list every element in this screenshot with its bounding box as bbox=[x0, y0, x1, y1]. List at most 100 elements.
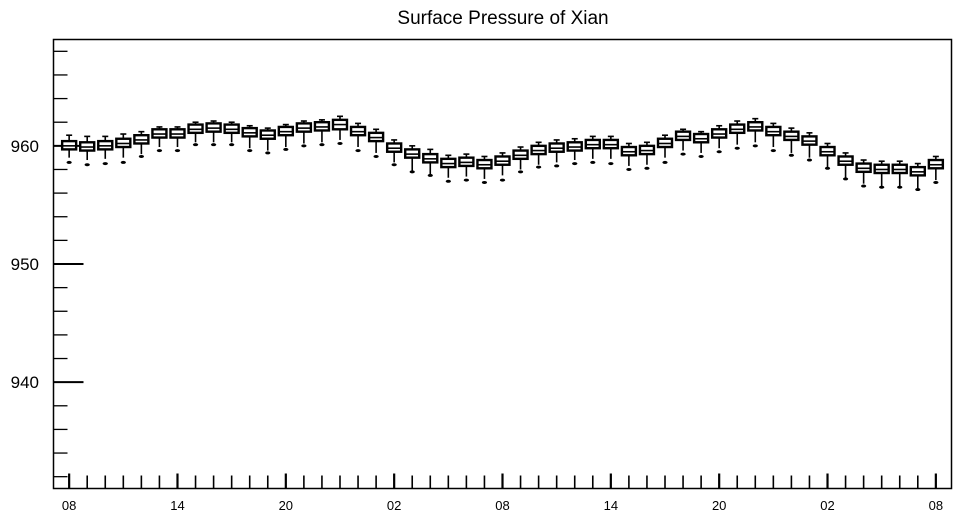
outlier-point bbox=[499, 178, 506, 182]
box-plot bbox=[855, 159, 872, 188]
box-plot bbox=[133, 130, 150, 158]
box-plot bbox=[422, 148, 439, 177]
x-tick-label: 20 bbox=[279, 498, 293, 513]
x-tick-label: 02 bbox=[820, 498, 834, 513]
outlier-point bbox=[156, 149, 163, 153]
outlier-point bbox=[319, 143, 325, 147]
box-plot bbox=[530, 141, 547, 169]
outlier-point bbox=[554, 164, 560, 168]
box-plot bbox=[223, 121, 240, 147]
box-plot bbox=[295, 120, 313, 148]
outlier-point bbox=[644, 166, 650, 170]
box-plot bbox=[169, 126, 186, 153]
x-tick-label: 08 bbox=[929, 498, 943, 513]
box-plot bbox=[566, 137, 583, 166]
outlier-point bbox=[355, 149, 361, 153]
box-plot bbox=[259, 127, 276, 155]
outlier-point bbox=[192, 143, 199, 147]
box-plot bbox=[548, 139, 565, 168]
x-tick-label: 14 bbox=[170, 498, 184, 513]
outlier-point bbox=[879, 185, 885, 189]
box-plot bbox=[151, 126, 168, 153]
x-tick-label: 20 bbox=[712, 498, 726, 513]
outlier-point bbox=[247, 149, 253, 153]
outlier-point bbox=[770, 149, 776, 153]
outlier-point bbox=[915, 188, 921, 192]
box-plot bbox=[801, 132, 818, 162]
outlier-point bbox=[174, 149, 181, 153]
box-plot bbox=[927, 155, 945, 184]
box-plot bbox=[60, 134, 78, 164]
outlier-point bbox=[229, 143, 235, 147]
outlier-point bbox=[662, 160, 668, 164]
box-plot bbox=[584, 135, 601, 164]
x-tick-label: 08 bbox=[495, 498, 509, 513]
box-plot bbox=[277, 123, 295, 151]
outlier-point bbox=[481, 180, 488, 184]
outlier-point bbox=[716, 150, 722, 154]
box-plot bbox=[115, 133, 132, 164]
outlier-point bbox=[409, 170, 415, 174]
box-plot bbox=[97, 135, 114, 166]
outlier-point bbox=[337, 141, 343, 145]
box-plot bbox=[819, 142, 836, 170]
outlier-point bbox=[391, 163, 397, 167]
box-plot bbox=[440, 154, 457, 183]
box-plot bbox=[638, 141, 656, 170]
box-plot bbox=[331, 115, 349, 145]
outlier-point bbox=[84, 163, 90, 167]
box-plot bbox=[602, 135, 620, 166]
outlier-point bbox=[102, 162, 108, 166]
x-tick-label: 14 bbox=[604, 498, 618, 513]
outlier-point bbox=[590, 160, 596, 164]
outlier-point bbox=[517, 170, 524, 174]
outlier-point bbox=[933, 180, 939, 184]
box-plot bbox=[512, 146, 529, 174]
box-plot bbox=[747, 117, 764, 148]
outlier-point bbox=[373, 154, 379, 158]
chart-title: Surface Pressure of Xian bbox=[397, 8, 608, 29]
box-plot bbox=[891, 160, 908, 189]
outlier-point bbox=[427, 173, 433, 177]
box-plot bbox=[783, 127, 800, 157]
y-tick-label: 940 bbox=[11, 373, 39, 392]
outlier-point bbox=[138, 154, 144, 158]
outlier-point bbox=[897, 185, 903, 189]
outlier-point bbox=[301, 144, 307, 148]
box-plot bbox=[241, 124, 258, 153]
outlier-point bbox=[788, 153, 795, 157]
box-plot bbox=[476, 155, 493, 184]
box-plot bbox=[458, 153, 475, 182]
box-plot bbox=[494, 152, 511, 182]
y-tick-label: 950 bbox=[11, 255, 39, 274]
box-plot bbox=[313, 119, 331, 147]
outlier-point bbox=[572, 162, 578, 166]
outlier-point bbox=[463, 178, 469, 182]
outlier-point bbox=[752, 144, 758, 148]
y-axis: 940 950 960 bbox=[11, 50, 84, 478]
outlier-point bbox=[283, 147, 289, 151]
box-plot bbox=[404, 145, 421, 174]
outlier-point bbox=[806, 158, 813, 162]
box-plot bbox=[205, 120, 222, 147]
box-plot bbox=[674, 128, 692, 156]
plot-frame bbox=[52, 38, 953, 490]
box-plot bbox=[187, 121, 204, 147]
box-plot bbox=[349, 122, 367, 153]
box-plot bbox=[765, 122, 782, 153]
outlier-point bbox=[626, 167, 632, 171]
box-plot bbox=[620, 142, 638, 171]
x-tick-label: 08 bbox=[62, 498, 76, 513]
x-tick-label: 02 bbox=[387, 498, 401, 513]
outlier-point bbox=[265, 151, 271, 155]
outlier-point bbox=[824, 166, 831, 170]
box-plot bbox=[79, 135, 96, 167]
box-plot bbox=[909, 162, 926, 192]
box-plot bbox=[729, 120, 746, 150]
box-series bbox=[60, 115, 945, 192]
box-plot bbox=[656, 134, 674, 164]
box-plot bbox=[367, 128, 385, 158]
box-plot bbox=[385, 139, 403, 167]
outlier-point bbox=[680, 152, 686, 156]
